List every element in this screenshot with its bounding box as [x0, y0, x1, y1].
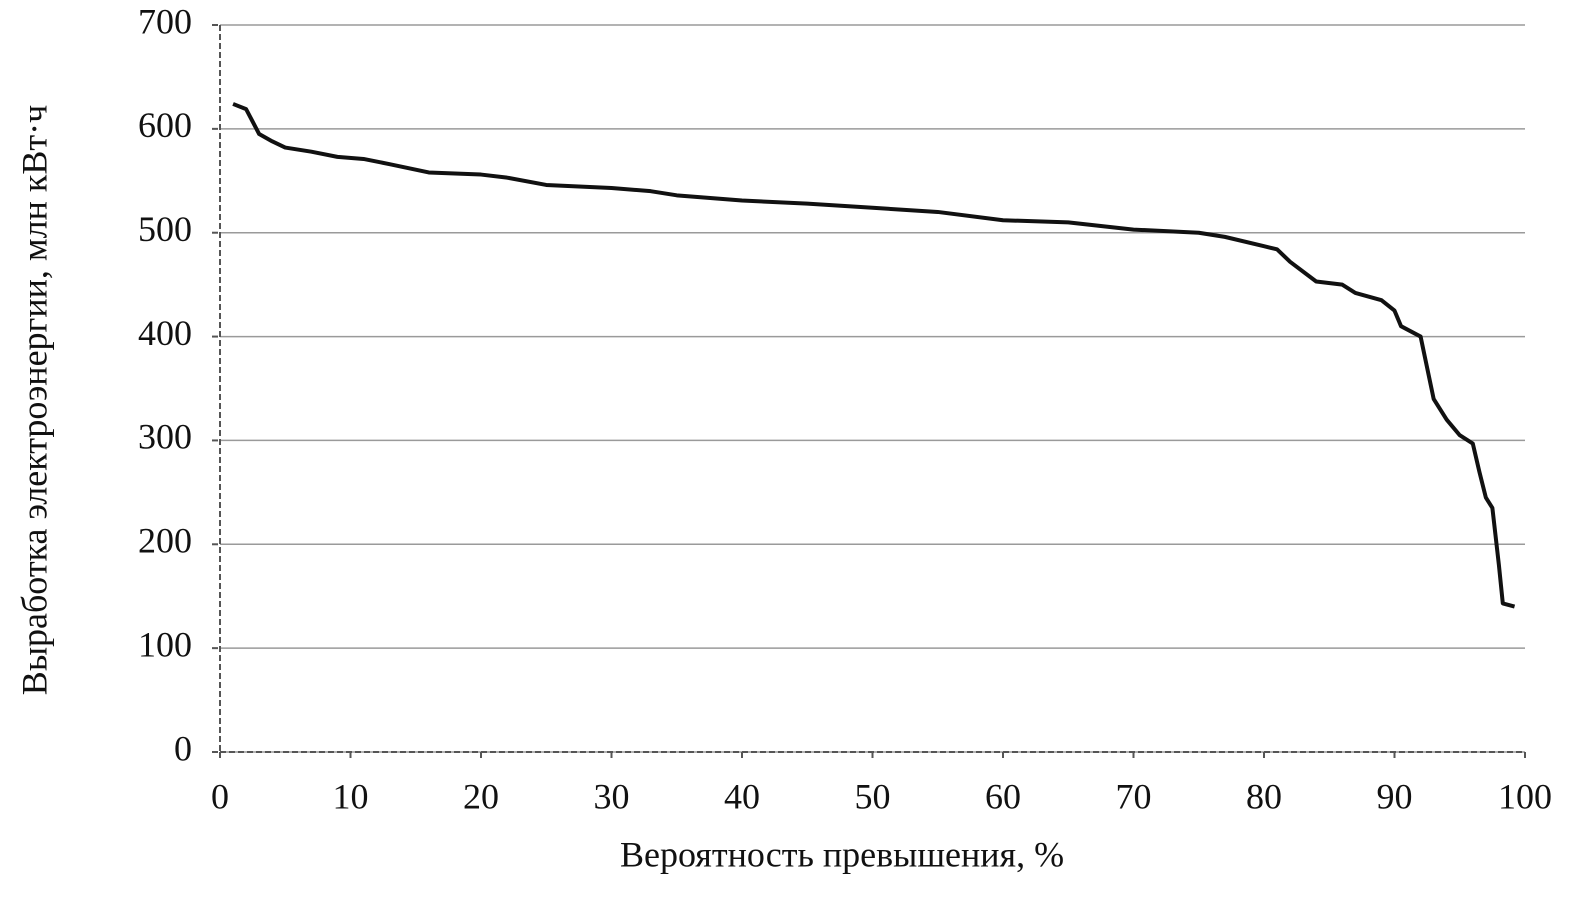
x-tick-label: 70 — [1116, 776, 1152, 816]
x-tick-label: 20 — [463, 776, 499, 816]
x-tick-label: 40 — [724, 776, 760, 816]
y-tick-label: 600 — [138, 105, 192, 145]
y-tick-label: 100 — [138, 624, 192, 664]
y-tick-label: 500 — [138, 209, 192, 249]
x-tick-label: 100 — [1498, 776, 1552, 816]
y-tick-label: 300 — [138, 417, 192, 457]
line — [232, 102, 1516, 609]
x-tick-label: 90 — [1377, 776, 1413, 816]
x-axis-label: Вероятность превышения, % — [620, 834, 1064, 874]
y-tick-label: 700 — [138, 1, 192, 41]
x-tick-label: 80 — [1246, 776, 1282, 816]
x-tick-label: 0 — [211, 776, 229, 816]
x-tick-label: 60 — [985, 776, 1021, 816]
x-tick-label: 30 — [594, 776, 630, 816]
y-tick-label: 400 — [138, 313, 192, 353]
x-tick-label: 10 — [333, 776, 369, 816]
y-tick-label: 200 — [138, 521, 192, 561]
x-tick-label: 50 — [855, 776, 891, 816]
y-tick-label: 0 — [174, 728, 192, 768]
y-axis-label: Выработка электроэнергии, млн кВт·ч — [14, 105, 54, 695]
